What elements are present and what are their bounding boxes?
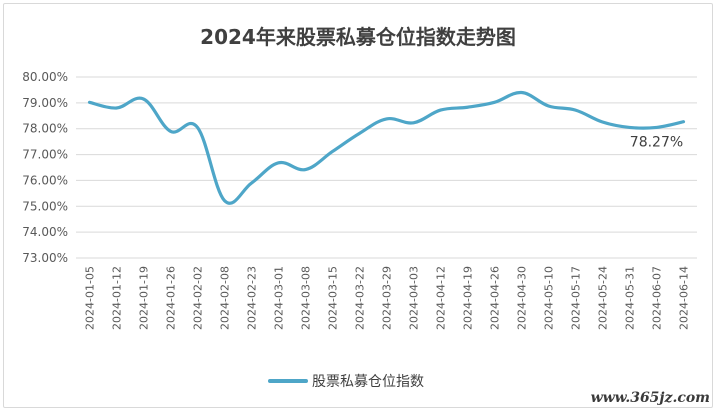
x-tick-label: 2024-04-19 [462,266,475,330]
data-point [574,108,577,112]
y-axis-ticks: 73.00% 74.00% 75.00% 76.00% 77.00% 78.00% 79.0… [22,70,68,265]
x-tick-label: 2024-04-26 [489,266,502,330]
data-point [601,120,604,124]
data-point [142,97,145,101]
data-point [466,106,469,109]
data-point [331,150,334,153]
data-point [196,126,199,129]
x-tick-label: 2024-03-22 [354,266,367,330]
x-tick-label: 2024-01-12 [111,266,124,330]
data-point [520,91,523,94]
watermark: www.365jz.com [590,390,710,406]
x-tick-label: 2024-04-12 [435,266,448,330]
data-point [304,168,307,171]
data-point [628,126,631,129]
data-point [358,132,361,135]
data-point [250,181,253,185]
x-tick-label: 2024-03-01 [273,266,286,330]
x-tick-label: 2024-04-03 [408,266,421,330]
data-point [115,106,118,110]
chart-frame [3,3,713,408]
data-point [412,121,415,124]
data-point [547,104,550,108]
x-tick-label: 2024-03-08 [300,266,313,330]
data-point [385,117,388,121]
data-point [223,199,226,202]
x-tick-label: 2024-06-14 [678,266,691,330]
x-tick-label: 2024-04-30 [516,266,529,330]
annotations: 78.27% [630,135,683,151]
y-tick-label: 74.00% [22,225,68,239]
x-tick-label: 2024-05-24 [597,266,610,330]
data-point [88,101,91,104]
data-point [655,126,658,129]
y-tick-label: 75.00% [22,199,68,213]
x-tick-label: 2024-03-15 [327,266,340,330]
x-tick-label: 2024-05-17 [570,266,583,330]
y-tick-label: 77.00% [22,148,68,162]
data-point [682,120,685,123]
x-tick-label: 2024-01-19 [138,266,151,330]
y-tick-label: 79.00% [22,96,68,110]
gridlines [76,76,697,259]
x-tick-label: 2024-02-23 [246,266,259,330]
x-tick-label: 2024-02-08 [219,266,232,330]
y-tick-label: 73.00% [22,251,68,265]
x-tick-label: 2024-01-05 [84,266,97,330]
x-tick-label: 2024-05-10 [543,266,556,330]
x-axis-ticks: 2024-01-05 2024-01-12 2024-01-19 2024-01-26… [84,266,691,330]
series-line [87,90,686,205]
data-point [493,101,496,104]
x-tick-label: 2024-02-02 [192,266,205,330]
legend-label: 股票私募仓位指数 [312,374,424,390]
y-tick-label: 76.00% [22,173,68,187]
x-tick-label: 2024-03-29 [381,266,394,330]
y-tick-label: 78.00% [22,122,68,136]
legend: 股票私募仓位指数 [268,374,424,390]
y-tick-label: 80.00% [22,70,68,84]
data-point [169,130,172,133]
data-label: 78.27% [630,135,683,151]
data-point [439,108,442,112]
series-layer [87,90,686,205]
chart-title: 2024年来股票私募仓位指数走势图 [200,25,516,49]
data-point [277,161,280,165]
x-tick-label: 2024-05-31 [624,266,637,330]
x-tick-label: 2024-01-26 [165,266,178,330]
x-tick-label: 2024-06-07 [651,266,664,330]
